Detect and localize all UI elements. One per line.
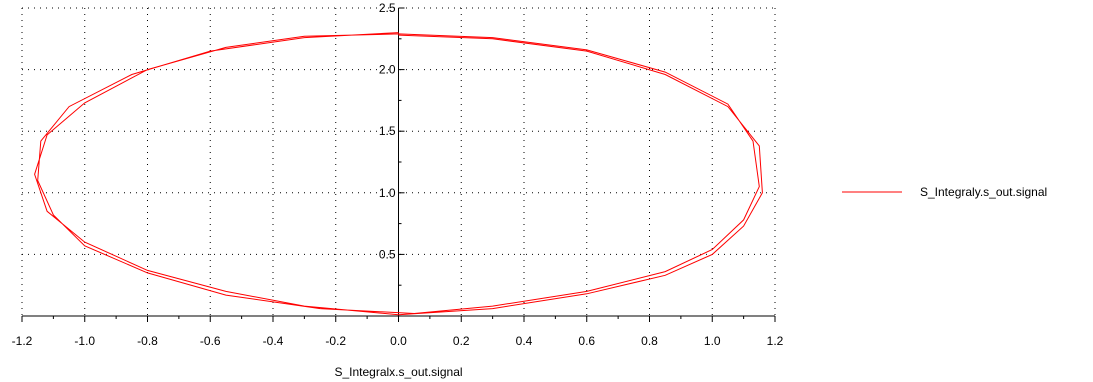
y-tick-label: 2.5 <box>379 1 396 15</box>
traces <box>34 32 763 316</box>
ticks <box>21 7 776 322</box>
x-tick-label: -1.2 <box>12 334 33 348</box>
x-tick-label: 0.4 <box>516 334 533 348</box>
x-tick-label: -0.6 <box>200 334 221 348</box>
x-tick-label: 0.0 <box>390 334 407 348</box>
x-tick-label: -1.0 <box>74 334 95 348</box>
x-tick-label: 0.6 <box>578 334 595 348</box>
x-tick-label: 1.2 <box>767 334 784 348</box>
legend-label: S_Integraly.s_out.signal <box>920 185 1047 199</box>
x-tick-label: 0.8 <box>641 334 658 348</box>
x-tick-label: 1.0 <box>704 334 721 348</box>
y-tick-label: 2.0 <box>379 63 396 77</box>
series-trace <box>34 32 763 316</box>
x-tick-label: -0.8 <box>137 334 158 348</box>
y-tick-label: 1.0 <box>379 186 396 200</box>
x-tick-label: 0.2 <box>453 334 470 348</box>
legend: S_Integraly.s_out.signal <box>842 185 1047 199</box>
x-axis-label: S_Integralx.s_out.signal <box>334 365 462 379</box>
y-tick-label: 1.5 <box>379 124 396 138</box>
y-tick-label: 0.5 <box>379 247 396 261</box>
x-tick-label: -0.2 <box>325 334 346 348</box>
tick-labels: -1.2 -1.0 -0.8 -0.6 -0.4 -0.2 0.0 0.2 0.4 0.6 0.8 1… <box>12 1 784 348</box>
x-tick-label: -0.4 <box>263 334 284 348</box>
